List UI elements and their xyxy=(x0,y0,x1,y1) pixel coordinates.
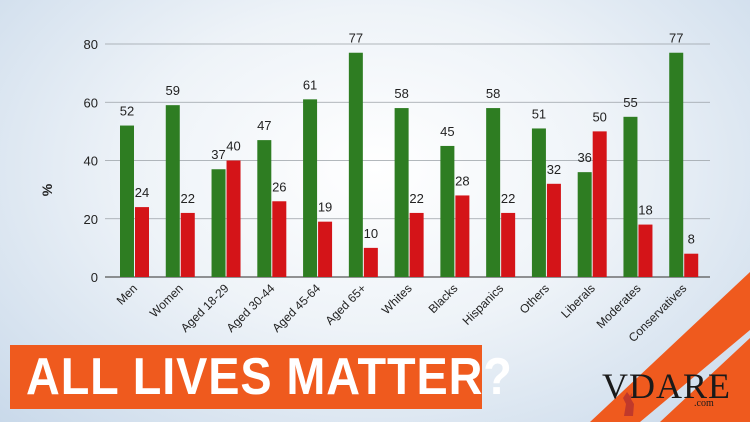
data-label: 45 xyxy=(440,124,454,139)
x-tick-label: Men xyxy=(114,281,140,307)
x-tick-label: Others xyxy=(517,281,552,316)
bar xyxy=(303,99,318,278)
y-tick-label: 80 xyxy=(84,37,98,52)
data-label: 22 xyxy=(181,191,195,206)
y-axis-label: % xyxy=(39,183,55,196)
data-label: 10 xyxy=(364,226,378,241)
data-label: 22 xyxy=(501,191,515,206)
data-label: 61 xyxy=(303,77,317,92)
bar xyxy=(577,172,592,277)
data-label: 32 xyxy=(547,162,561,177)
bar xyxy=(257,140,272,277)
data-label: 22 xyxy=(409,191,423,206)
bar xyxy=(226,160,241,277)
x-tick-label: Liberals xyxy=(558,281,598,321)
data-label: 58 xyxy=(394,86,408,101)
bar xyxy=(592,131,607,277)
logo-domain: .com xyxy=(694,398,714,409)
liberty-icon xyxy=(623,392,634,416)
x-tick-label: Blacks xyxy=(426,281,461,316)
bar xyxy=(455,195,470,277)
bar xyxy=(272,201,287,277)
data-label: 52 xyxy=(120,104,134,119)
data-label: 19 xyxy=(318,200,332,215)
bar xyxy=(120,125,134,277)
data-label: 26 xyxy=(272,179,286,194)
bar xyxy=(501,212,516,277)
bar xyxy=(363,247,378,277)
x-tick-label: Aged 45-64 xyxy=(269,281,323,335)
data-label: 58 xyxy=(486,86,500,101)
data-label: 36 xyxy=(577,150,591,165)
data-label: 40 xyxy=(226,139,240,154)
data-label: 50 xyxy=(592,109,606,124)
y-tick-label: 0 xyxy=(91,270,98,285)
bar xyxy=(394,108,409,277)
bar xyxy=(638,224,653,277)
bar xyxy=(165,105,180,277)
headline-text: ALL LIVES MATTER? xyxy=(26,348,513,406)
x-tick-label: Women xyxy=(147,281,186,320)
data-label: 28 xyxy=(455,173,469,188)
bar xyxy=(318,221,333,277)
y-tick-label: 20 xyxy=(84,212,98,227)
data-label: 51 xyxy=(532,106,546,121)
bar xyxy=(669,52,684,277)
x-tick-label: Whites xyxy=(379,281,415,317)
headline-banner: ALL LIVES MATTER? xyxy=(10,345,512,409)
bar xyxy=(409,212,424,277)
data-label: 59 xyxy=(166,83,180,98)
x-tick-label: Aged 18-29 xyxy=(178,281,232,335)
data-label: 18 xyxy=(638,203,652,218)
data-label: 8 xyxy=(688,232,695,247)
x-tick-label: Aged 65+ xyxy=(322,281,368,327)
data-label: 77 xyxy=(669,31,683,46)
data-label: 24 xyxy=(135,185,149,200)
bar xyxy=(546,183,561,277)
bar xyxy=(135,207,149,277)
x-tick-label: Aged 30-44 xyxy=(224,281,278,335)
data-label: 55 xyxy=(623,95,637,110)
bar xyxy=(348,52,363,277)
bar xyxy=(486,108,501,277)
data-label: 47 xyxy=(257,118,271,133)
bar xyxy=(211,169,226,277)
data-label: 77 xyxy=(349,31,363,46)
bar xyxy=(531,128,546,277)
bar xyxy=(180,212,195,277)
bar xyxy=(440,145,455,277)
x-tick-label: Hispanics xyxy=(460,281,507,328)
y-tick-label: 60 xyxy=(84,95,98,110)
bar xyxy=(684,253,699,277)
y-tick-label: 40 xyxy=(84,154,98,169)
bar xyxy=(623,116,638,277)
data-label: 37 xyxy=(211,147,225,162)
